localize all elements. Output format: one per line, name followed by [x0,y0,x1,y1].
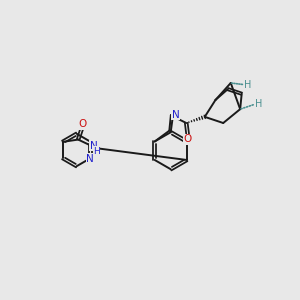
Text: N: N [90,141,98,151]
Text: N: N [86,154,94,164]
Text: H: H [93,147,100,156]
Text: O: O [184,134,192,144]
Text: N: N [172,110,179,119]
Text: H: H [244,80,251,89]
Text: H: H [255,99,262,109]
Text: O: O [79,119,87,129]
